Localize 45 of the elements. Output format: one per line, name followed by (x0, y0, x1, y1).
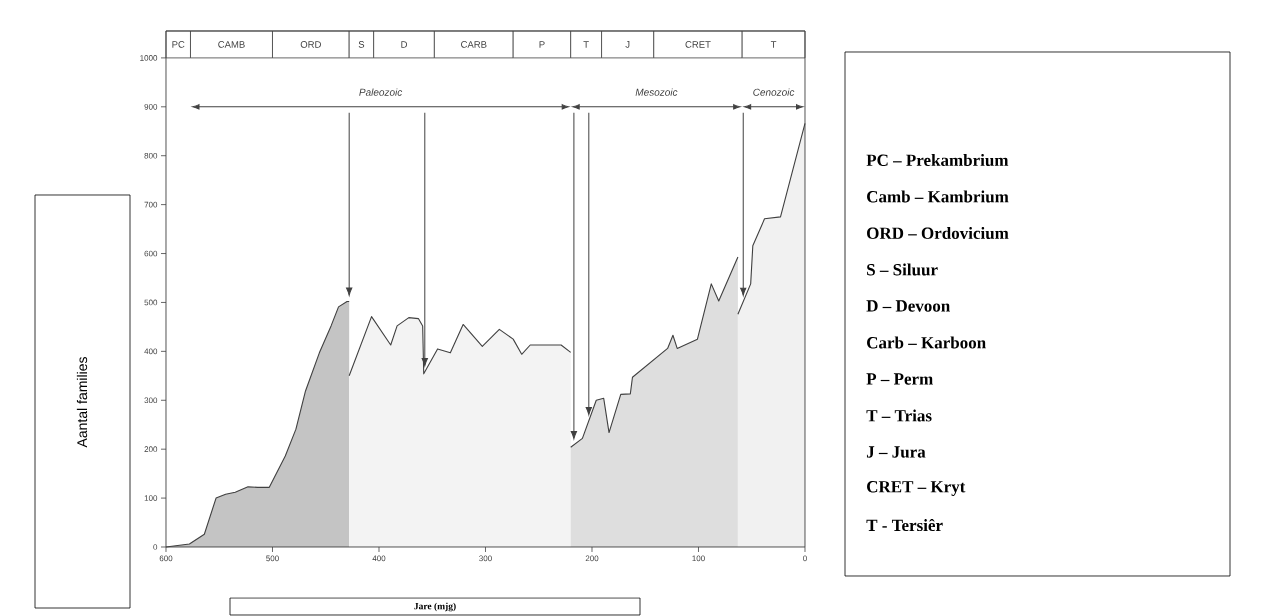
band-label: J (625, 41, 630, 48)
text: P – Perm (866, 373, 933, 385)
text: T – Trias (866, 409, 932, 422)
x-tick-label: 100 (692, 555, 705, 562)
band-label: T (770, 41, 777, 48)
band-label: D (401, 41, 408, 48)
y-tick-label: 800 (144, 152, 158, 159)
y-tick-label: 100 (144, 495, 158, 501)
y-tick-label: 1000 (140, 55, 158, 61)
text: CRET – Kryt (867, 481, 966, 496)
band-label: CRET (685, 41, 711, 48)
band-label: T (583, 41, 589, 48)
text: ORD – Ordovicium (867, 227, 1009, 239)
band-label: S (358, 41, 365, 48)
x-tick-label: 600 (159, 555, 173, 562)
x-tick-label: 400 (372, 555, 386, 562)
text: Carb – Karboon (867, 336, 986, 349)
x-tick-label: 500 (266, 555, 279, 562)
text: D – Devoon (866, 300, 950, 312)
x-tick-label: 200 (585, 555, 599, 562)
y-tick-label: 400 (144, 348, 158, 355)
band-label: CARB (461, 41, 487, 48)
band-label: CAMB (218, 41, 245, 48)
x-axis-title: Jare (mjg) (414, 602, 456, 612)
y-tick-label: 700 (144, 201, 158, 208)
band-label: PC (172, 41, 185, 48)
annotation: Cenozoic (753, 88, 795, 96)
band-label: ORD (300, 41, 321, 48)
text: J – Jura (866, 446, 926, 458)
y-tick-label: 300 (144, 397, 158, 404)
band-label: P (539, 41, 545, 48)
text: PC – Prekambrium (866, 153, 1009, 166)
y-axis-title: Aantal families (76, 357, 88, 448)
x-tick-label: 300 (479, 555, 492, 562)
y-tick-label: 900 (144, 103, 158, 110)
x-tick-label: 0 (803, 555, 807, 562)
text: T - Tersiêr (866, 518, 943, 532)
annotation: Paleozoic (359, 88, 403, 96)
y-tick-label: 0 (153, 544, 158, 550)
text: S – Siluur (867, 263, 938, 276)
y-tick-label: 600 (144, 250, 158, 257)
y-tick-label: 200 (144, 446, 158, 453)
y-tick-label: 500 (144, 299, 158, 306)
annotation: Mesozoic (635, 88, 678, 96)
text: Camb – Kambrium (867, 190, 1009, 203)
